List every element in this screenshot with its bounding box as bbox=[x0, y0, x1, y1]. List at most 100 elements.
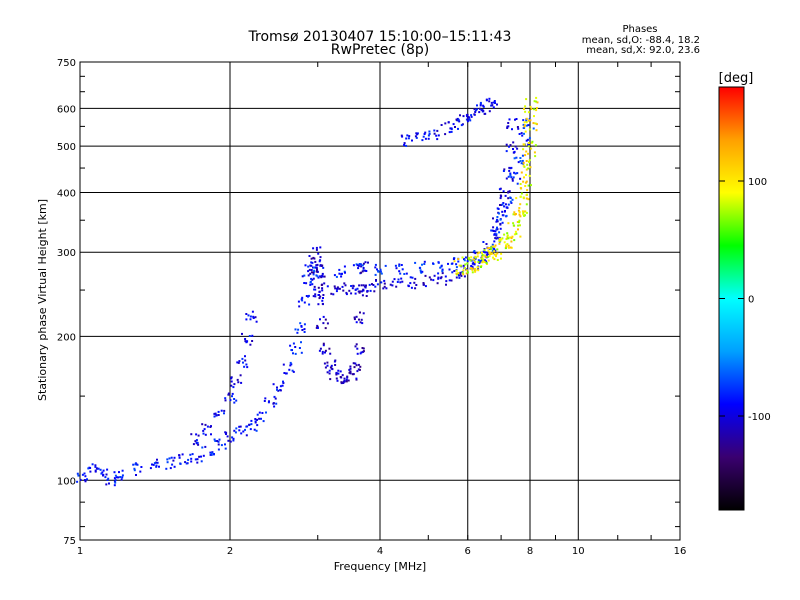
data-point bbox=[482, 259, 485, 262]
data-point bbox=[315, 266, 318, 269]
data-point bbox=[411, 139, 413, 142]
data-point bbox=[309, 283, 312, 286]
data-point bbox=[343, 379, 346, 382]
data-point bbox=[244, 428, 246, 431]
data-point bbox=[328, 372, 331, 375]
data-point bbox=[209, 453, 212, 456]
data-point bbox=[461, 271, 464, 274]
data-point bbox=[209, 451, 212, 454]
data-point bbox=[522, 196, 525, 199]
data-point bbox=[276, 386, 278, 389]
data-point bbox=[461, 256, 464, 259]
data-point bbox=[246, 366, 249, 369]
data-point bbox=[312, 247, 315, 250]
data-point bbox=[234, 431, 237, 434]
data-point bbox=[498, 242, 501, 245]
data-point bbox=[460, 124, 463, 127]
data-point bbox=[509, 236, 512, 239]
data-point bbox=[187, 458, 190, 461]
data-point bbox=[310, 257, 313, 260]
data-point bbox=[455, 263, 458, 266]
data-point bbox=[432, 279, 435, 282]
data-point bbox=[450, 130, 453, 133]
data-point bbox=[414, 277, 417, 280]
data-point bbox=[309, 264, 312, 267]
data-point bbox=[362, 312, 365, 315]
data-point bbox=[525, 160, 528, 162]
data-point bbox=[521, 154, 524, 157]
data-point bbox=[503, 233, 506, 236]
data-point bbox=[439, 266, 442, 269]
data-point bbox=[328, 347, 331, 350]
data-point bbox=[254, 421, 257, 424]
data-point bbox=[503, 241, 506, 244]
data-point bbox=[365, 270, 368, 272]
data-point bbox=[422, 282, 425, 284]
data-point bbox=[525, 117, 528, 120]
data-point bbox=[333, 274, 336, 277]
data-point bbox=[310, 271, 313, 274]
data-point bbox=[321, 264, 324, 267]
data-point bbox=[410, 286, 413, 289]
data-point bbox=[323, 275, 326, 278]
data-point bbox=[250, 419, 253, 422]
data-point bbox=[290, 363, 293, 366]
data-point bbox=[527, 152, 529, 155]
data-point bbox=[521, 210, 524, 213]
data-point bbox=[515, 118, 518, 120]
data-point bbox=[357, 368, 360, 371]
data-point bbox=[414, 135, 417, 138]
data-point bbox=[485, 251, 488, 254]
data-point bbox=[243, 365, 246, 368]
data-point bbox=[447, 121, 450, 124]
data-point bbox=[493, 250, 496, 253]
data-point bbox=[533, 151, 536, 154]
data-point bbox=[441, 272, 444, 275]
data-point bbox=[530, 141, 533, 144]
data-point bbox=[244, 340, 247, 343]
data-point bbox=[398, 264, 401, 267]
data-point bbox=[508, 145, 510, 148]
data-point bbox=[535, 107, 538, 109]
data-point bbox=[364, 261, 367, 264]
data-point bbox=[405, 137, 408, 140]
data-point bbox=[453, 270, 456, 272]
data-point bbox=[518, 221, 520, 224]
data-point bbox=[494, 102, 496, 104]
data-point bbox=[501, 203, 504, 206]
data-point bbox=[311, 261, 314, 264]
data-point bbox=[529, 166, 532, 169]
data-point bbox=[360, 318, 363, 321]
data-point bbox=[230, 380, 233, 383]
y-axis-label: Stationary phase Virtual Height [km] bbox=[36, 199, 49, 401]
data-point bbox=[297, 328, 300, 331]
data-point bbox=[279, 385, 282, 388]
data-point bbox=[108, 482, 110, 485]
data-point bbox=[356, 352, 359, 355]
data-point bbox=[440, 276, 443, 279]
data-point bbox=[227, 439, 230, 442]
data-point bbox=[491, 104, 494, 107]
data-point bbox=[329, 366, 332, 369]
data-point bbox=[535, 100, 538, 103]
grid bbox=[80, 62, 680, 540]
data-point bbox=[200, 460, 203, 463]
data-point bbox=[530, 184, 532, 187]
data-point bbox=[403, 144, 406, 146]
data-point bbox=[185, 462, 188, 465]
data-point bbox=[455, 266, 458, 269]
data-point bbox=[244, 338, 247, 340]
data-point bbox=[534, 122, 537, 125]
data-point bbox=[320, 284, 323, 286]
data-point bbox=[356, 370, 359, 373]
data-point bbox=[457, 272, 460, 274]
data-point bbox=[505, 206, 508, 209]
data-point bbox=[254, 418, 257, 420]
data-point bbox=[495, 233, 498, 236]
data-point bbox=[393, 278, 396, 281]
data-point bbox=[472, 251, 475, 254]
data-point bbox=[315, 264, 318, 267]
data-point bbox=[507, 246, 510, 249]
data-point bbox=[351, 287, 354, 290]
data-point bbox=[488, 97, 491, 100]
